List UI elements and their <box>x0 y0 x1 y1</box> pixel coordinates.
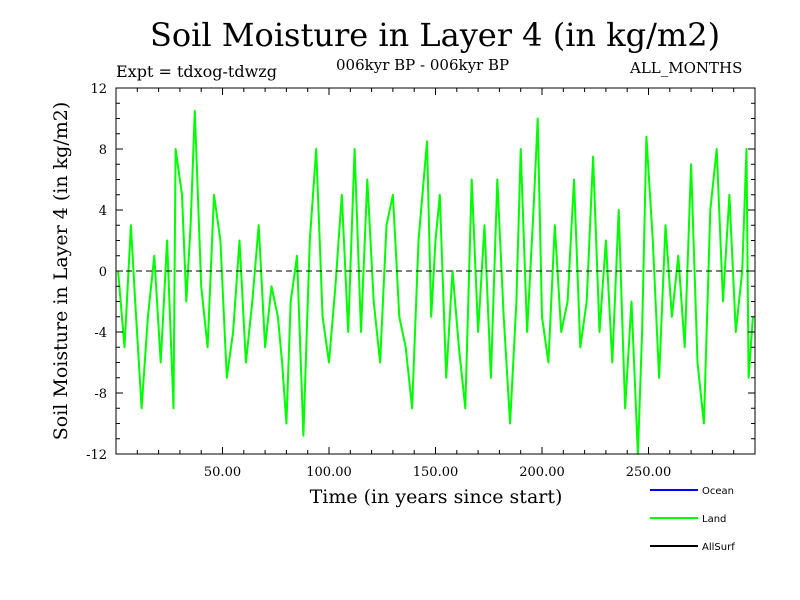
y-tick-label: -12 <box>86 448 107 463</box>
x-axis-title: Time (in years since start) <box>310 486 563 508</box>
experiment-label: Expt = tdxog-tdwzg <box>116 62 277 81</box>
legend-label-ocean: Ocean <box>702 486 734 497</box>
x-tick-label: 50.00 <box>204 465 241 480</box>
period-label: 006kyr BP - 006kyr BP <box>336 56 510 74</box>
x-axis: 50.00 100.00 150.00 200.00 250.00 <box>136 88 735 480</box>
y-tick-label: -4 <box>94 326 107 341</box>
y-tick-label: -8 <box>94 387 107 402</box>
legend-label-allsurf: AllSurf <box>702 542 735 553</box>
x-tick-label: 100.00 <box>306 465 352 480</box>
plot-area <box>117 109 754 455</box>
y-tick-label: 12 <box>90 82 107 97</box>
y-tick-label: 8 <box>99 143 107 158</box>
x-tick-label: 200.00 <box>519 465 565 480</box>
x-tick-label: 150.00 <box>413 465 459 480</box>
y-axis: -12 -8 -4 0 4 8 12 <box>86 82 755 463</box>
chart-title: Soil Moisture in Layer 4 (in kg/m2) <box>149 16 721 54</box>
legend: Ocean Land AllSurf <box>650 486 735 553</box>
x-tick-label: 250.00 <box>626 465 672 480</box>
legend-label-land: Land <box>702 514 726 525</box>
y-axis-title: Soil Moisture in Layer 4 (in kg/m2) <box>50 102 72 441</box>
series-line-land <box>117 109 754 455</box>
y-tick-label: 0 <box>99 265 107 280</box>
months-label: ALL_MONTHS <box>630 59 743 77</box>
y-tick-label: 4 <box>99 204 107 219</box>
